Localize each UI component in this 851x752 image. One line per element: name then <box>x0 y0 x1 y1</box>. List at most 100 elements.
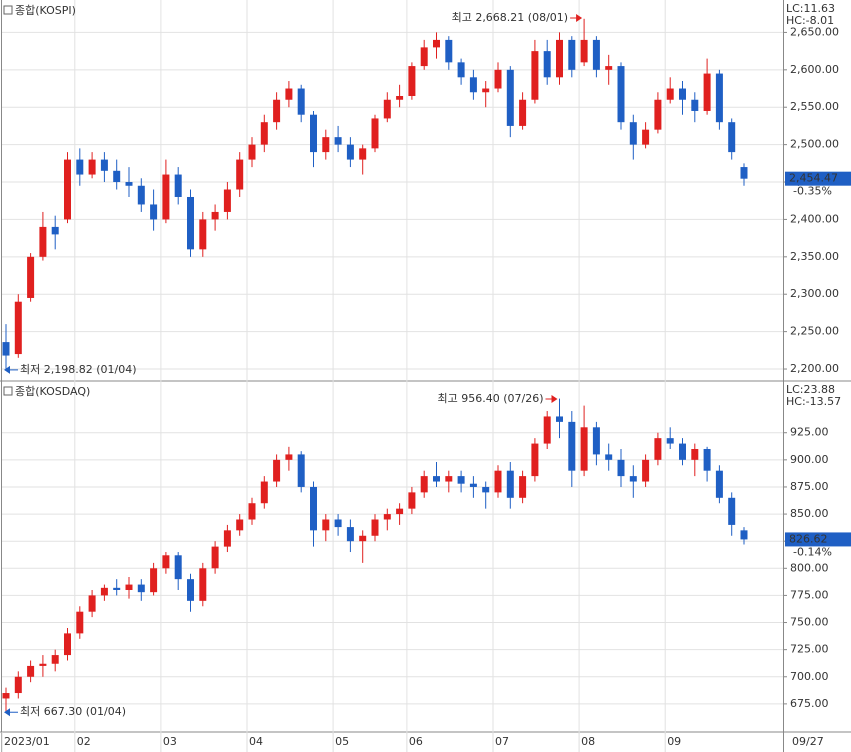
candle-body <box>334 519 342 528</box>
candle-body <box>64 633 71 656</box>
y-tick-label: 2,250.00 <box>790 325 839 338</box>
candle-body <box>285 454 293 460</box>
candle-body <box>285 88 293 100</box>
candle-body <box>76 611 84 634</box>
last-price-label: 2,454.47 <box>789 172 838 185</box>
candle-body <box>568 421 576 471</box>
candle-body <box>556 39 563 78</box>
candle-body <box>125 182 133 186</box>
candle-body <box>679 443 686 460</box>
candle-body <box>88 159 96 175</box>
candle-body <box>359 535 367 542</box>
candle-body <box>174 174 182 197</box>
candle-body <box>629 476 637 482</box>
legend-icon <box>3 386 13 396</box>
candle-body <box>100 159 108 171</box>
candle-body <box>223 189 231 212</box>
candle-body <box>2 342 10 356</box>
candle-body <box>137 185 145 205</box>
candle-body <box>297 88 305 115</box>
candle-body <box>260 122 268 145</box>
candle-body <box>482 486 490 493</box>
candle-body <box>383 514 391 520</box>
candle-body <box>469 77 477 93</box>
low-note: 최저 2,198.82 (01/04) <box>20 363 137 376</box>
hc-label: HC:-13.57 <box>786 395 841 408</box>
candle-body <box>519 99 527 126</box>
x-tick-label: 04 <box>249 735 263 748</box>
candle-body <box>445 476 453 482</box>
candle-body <box>39 226 47 257</box>
candle-body <box>531 51 539 100</box>
candle-body <box>51 226 59 235</box>
lc-label: LC:11.63 <box>786 2 835 15</box>
candle-body <box>14 676 22 694</box>
candle-body <box>740 530 748 540</box>
candle-body <box>728 122 736 153</box>
candle-body <box>223 530 231 547</box>
candle-body <box>519 476 527 498</box>
y-tick-label: 775.00 <box>790 588 829 601</box>
candle-body <box>531 443 539 477</box>
candle-body <box>137 584 145 593</box>
candle-body <box>27 256 35 298</box>
candle-body <box>543 51 551 78</box>
candle-body <box>346 527 354 542</box>
candle-body <box>420 47 428 67</box>
candle-body <box>113 587 121 590</box>
candle-body <box>543 416 551 444</box>
candle-body <box>666 438 674 444</box>
end-date-label: 09/27 <box>792 735 824 748</box>
candle-body <box>88 595 96 612</box>
candle-body <box>642 459 650 482</box>
candle-body <box>691 99 699 111</box>
candle-body <box>297 454 305 487</box>
candle-body <box>715 470 723 498</box>
candle-body <box>51 655 59 664</box>
change-label: -0.35% <box>793 185 832 198</box>
candle-body <box>174 555 182 580</box>
candle-body <box>125 584 133 590</box>
candle-body <box>260 481 268 504</box>
candle-body <box>592 427 600 455</box>
candle-body <box>494 470 502 493</box>
y-tick-label: 2,500.00 <box>790 138 839 151</box>
candle-body <box>679 88 686 100</box>
x-tick-label: 02 <box>77 735 91 748</box>
candle-body <box>39 663 47 666</box>
candle-body <box>433 39 440 48</box>
candle-body <box>2 693 10 699</box>
last-price-label: 826.62 <box>789 532 828 545</box>
hc-label: HC:-8.01 <box>786 14 834 27</box>
candle-body <box>396 508 404 515</box>
candle-body <box>605 454 613 460</box>
legend-label: 종합(KOSPI) <box>15 4 76 17</box>
x-tick-label: 08 <box>581 735 595 748</box>
candle-body <box>396 96 404 100</box>
y-tick-label: 2,300.00 <box>790 287 839 300</box>
candle-body <box>310 114 317 153</box>
candle-body <box>617 66 625 123</box>
high-arrowhead <box>551 395 558 403</box>
candle-body <box>580 39 588 63</box>
candle-body <box>248 144 256 160</box>
candle-body <box>359 148 367 160</box>
candle-body <box>715 73 723 123</box>
candle-body <box>383 99 391 119</box>
candle-body <box>703 73 711 111</box>
candle-body <box>322 137 330 153</box>
candle-body <box>469 483 477 487</box>
candle-body <box>187 579 194 601</box>
candle-body <box>273 99 281 123</box>
candle-body <box>494 69 502 89</box>
candle-body <box>617 459 625 477</box>
y-tick-label: 2,600.00 <box>790 63 839 76</box>
candle-body <box>740 167 748 179</box>
candle-body <box>642 129 650 145</box>
candle-body <box>592 39 600 70</box>
candle-body <box>334 137 342 145</box>
x-tick-label: 07 <box>495 735 509 748</box>
candle-body <box>728 497 736 525</box>
